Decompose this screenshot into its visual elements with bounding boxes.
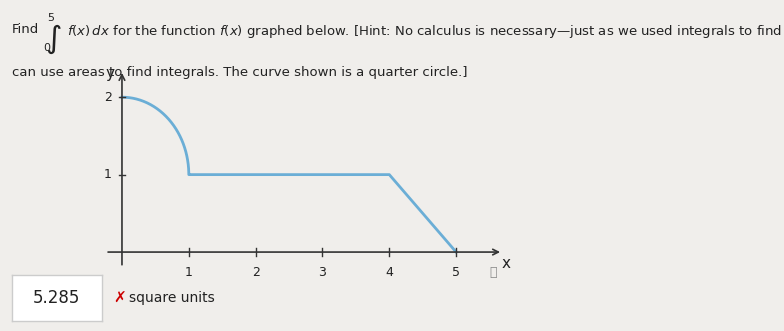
- Text: Find: Find: [12, 23, 39, 36]
- Text: $f(x)\,dx$ for the function $f(x)$ graphed below. [Hint: No calculus is necessar: $f(x)\,dx$ for the function $f(x)$ graph…: [67, 23, 784, 40]
- Text: 5.285: 5.285: [33, 289, 81, 307]
- Text: square units: square units: [129, 291, 215, 305]
- Text: ✗: ✗: [114, 290, 126, 306]
- Text: $\int$: $\int$: [45, 23, 62, 57]
- Text: 2: 2: [252, 266, 260, 279]
- Text: 4: 4: [386, 266, 394, 279]
- Text: 5: 5: [47, 13, 54, 23]
- Text: 3: 3: [318, 266, 326, 279]
- Text: 2: 2: [104, 91, 112, 104]
- Text: 5: 5: [452, 266, 460, 279]
- Text: can use areas to find integrals. The curve shown is a quarter circle.]: can use areas to find integrals. The cur…: [12, 66, 467, 79]
- Text: x: x: [502, 256, 510, 271]
- Text: 1: 1: [104, 168, 112, 181]
- Text: ⓘ: ⓘ: [489, 266, 496, 279]
- Text: 0: 0: [43, 43, 50, 53]
- Text: y: y: [105, 67, 114, 81]
- Text: 1: 1: [185, 266, 193, 279]
